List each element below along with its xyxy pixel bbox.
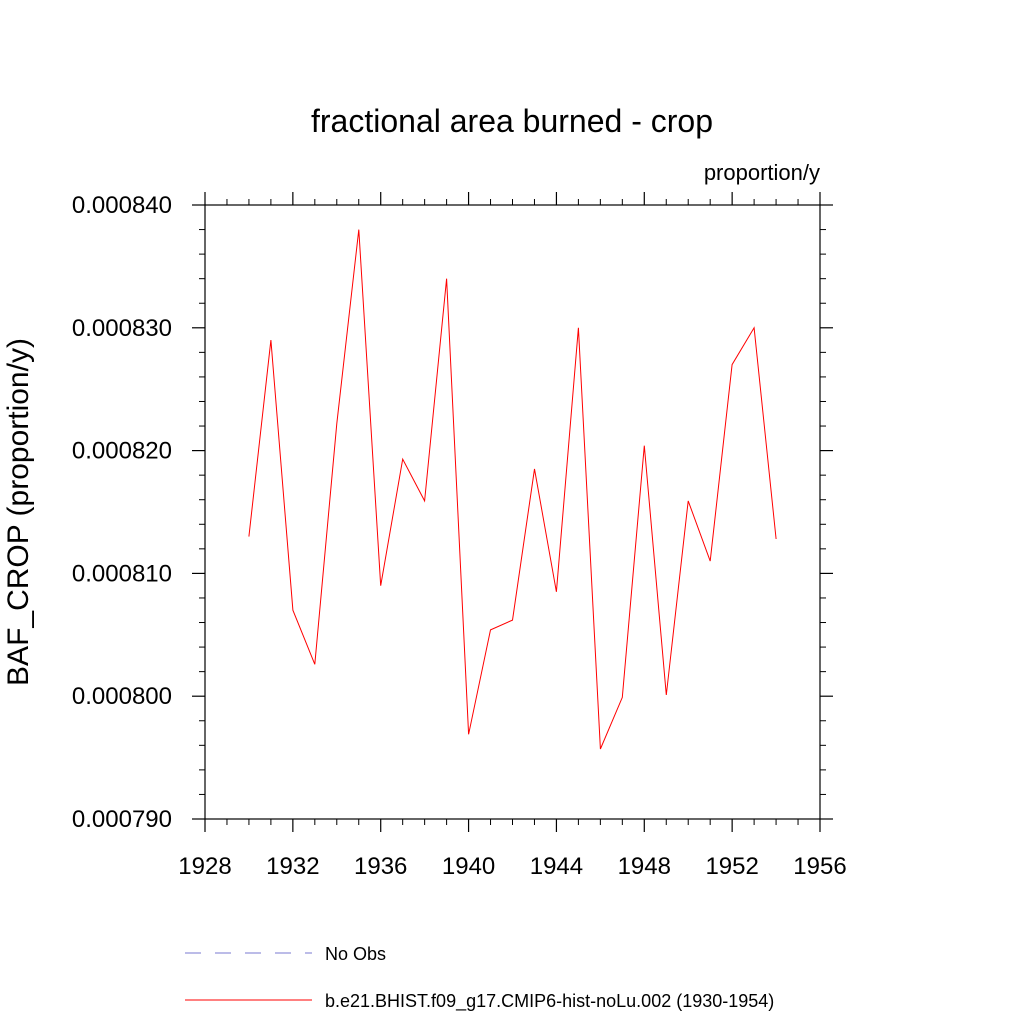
legend-label-no-obs: No Obs [325,944,386,964]
chart-title: fractional area burned - crop [311,103,713,139]
minor-ticks [199,199,826,825]
y-tick-label: 0.000800 [72,683,172,710]
x-tick-label: 1952 [705,853,758,880]
series-layer [248,229,777,750]
x-tick-label: 1956 [793,853,846,880]
y-tick-label: 0.000820 [72,438,172,465]
x-tick-label: 1932 [266,853,319,880]
y-tick-label: 0.000810 [72,560,172,587]
y-axis-label: BAF_CROP (proportion/y) [2,338,35,686]
units-label: proportion/y [704,160,820,185]
y-tick-labels: 0.000790 0.000800 0.000810 0.000820 0.000830… [72,192,172,833]
y-tick-label: 0.000840 [72,192,172,219]
x-tick-labels: 1928 1932 1936 1940 1944 1948 1952 1956 [178,853,846,880]
legend: No Obs b.e21.BHIST.f09_g17.CMIP6-hist-no… [185,944,774,1012]
series-line [248,229,777,750]
x-tick-label: 1928 [178,853,231,880]
x-tick-label: 1948 [618,853,671,880]
y-tick-label: 0.000830 [72,315,172,342]
y-tick-label: 0.000790 [72,806,172,833]
major-ticks [192,192,833,832]
legend-label-model: b.e21.BHIST.f09_g17.CMIP6-hist-noLu.002 … [325,991,774,1012]
x-tick-label: 1936 [354,853,407,880]
x-tick-label: 1940 [442,853,495,880]
plot-frame [204,204,821,820]
x-tick-label: 1944 [530,853,583,880]
